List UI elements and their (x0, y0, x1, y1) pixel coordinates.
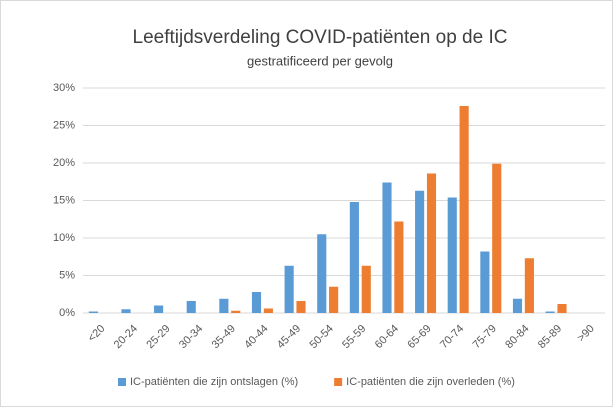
bar (231, 310, 241, 313)
y-tick-label: 5% (59, 269, 75, 281)
bar (361, 265, 371, 313)
bar (186, 301, 196, 313)
bar (263, 308, 273, 313)
bar (394, 221, 404, 313)
bar (329, 286, 339, 313)
bar (219, 298, 229, 313)
bar (296, 301, 306, 313)
legend-swatch (334, 378, 343, 386)
bar (317, 234, 327, 313)
bar (480, 251, 490, 313)
chart-subtitle: gestratificeerd per gevolg (247, 53, 393, 68)
bar (447, 197, 457, 313)
bar (415, 190, 425, 313)
legend-label: IC-patiënten die zijn ontslagen (%) (130, 376, 298, 388)
bar (284, 265, 294, 313)
bar (382, 182, 392, 313)
bar (512, 298, 523, 313)
y-tick-label: 10% (53, 232, 75, 244)
y-tick-label: 30% (53, 82, 75, 94)
y-tick-label: 0% (59, 307, 75, 319)
bar (545, 311, 555, 313)
bar (459, 106, 469, 313)
bar (349, 202, 359, 313)
y-tick-label: 15% (53, 194, 75, 206)
legend-label: IC-patiënten die zijn overleden (%) (346, 376, 515, 388)
bar (492, 163, 502, 313)
y-tick-label: 20% (53, 157, 75, 169)
bar (251, 292, 262, 313)
legend-swatch (118, 378, 126, 386)
bar (154, 305, 164, 313)
bar (557, 304, 567, 313)
bar (88, 311, 98, 313)
chart-title: Leeftijdsverdeling COVID-patiënten op de… (133, 27, 508, 48)
bar (121, 309, 131, 313)
bar (426, 173, 437, 313)
bar (524, 258, 534, 313)
y-tick-label: 25% (53, 119, 75, 131)
